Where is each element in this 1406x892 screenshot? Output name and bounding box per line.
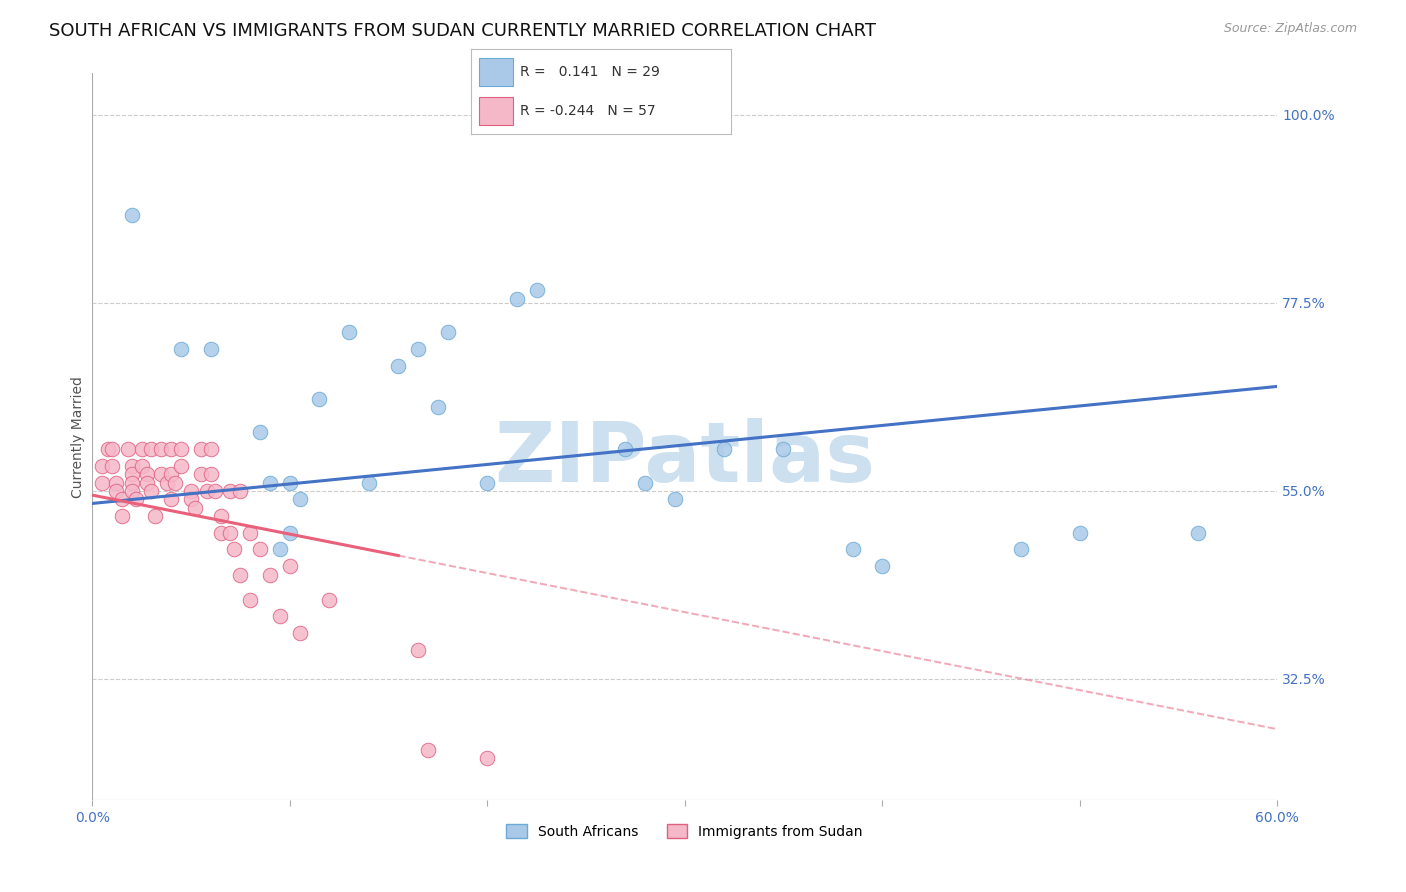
Point [1010,542,1032,557]
Bar [479,96,513,126]
Point [259,475,281,490]
Point [288,626,311,640]
Point [713,442,735,456]
Point [1187,525,1209,540]
Point [91,458,114,473]
Point [117,442,139,456]
Text: ZIPatlas: ZIPatlas [495,417,875,499]
Point [195,483,218,498]
Point [224,542,246,557]
Point [131,458,153,473]
Point [477,475,499,490]
Point [141,442,163,456]
Point [160,467,183,482]
Point [121,475,143,490]
Point [278,559,301,574]
Point [170,442,193,456]
Point [111,508,134,523]
Point [406,642,429,657]
Point [160,442,183,456]
Point [337,325,360,339]
Point [477,751,499,765]
Point [104,475,127,490]
Point [426,401,449,415]
Point [200,467,222,482]
Point [131,442,153,456]
Point [184,500,207,515]
Point [97,442,120,456]
Point [160,492,183,507]
Point [124,492,146,507]
Point [229,567,252,582]
Point [101,442,124,456]
Point [200,442,222,456]
Point [278,525,301,540]
Point [526,283,548,297]
Point [634,475,657,490]
Point [239,525,262,540]
Point [249,542,271,557]
Point [145,508,167,523]
Point [269,542,291,557]
Point [180,492,202,507]
Point [156,475,179,490]
Point [219,483,242,498]
Point [190,467,212,482]
Point [170,458,193,473]
Point [121,483,143,498]
Point [136,467,159,482]
Point [121,208,143,222]
Point [150,467,173,482]
Point [249,425,271,440]
Point [436,325,458,339]
Point [141,483,163,498]
Point [101,458,124,473]
Point [772,442,794,456]
Point [219,525,242,540]
Point [406,342,429,356]
Text: Source: ZipAtlas.com: Source: ZipAtlas.com [1223,22,1357,36]
Point [318,592,340,607]
Text: R = -0.244   N = 57: R = -0.244 N = 57 [520,104,657,118]
Point [416,743,439,757]
Point [278,475,301,490]
Point [209,508,232,523]
Bar [479,58,513,87]
Point [170,342,193,356]
Text: SOUTH AFRICAN VS IMMIGRANTS FROM SUDAN CURRENTLY MARRIED CORRELATION CHART: SOUTH AFRICAN VS IMMIGRANTS FROM SUDAN C… [49,22,876,40]
Point [150,442,173,456]
Y-axis label: Currently Married: Currently Married [72,376,86,498]
Point [200,342,222,356]
Point [229,483,252,498]
Point [870,559,893,574]
Point [111,492,134,507]
Point [180,483,202,498]
Point [136,475,159,490]
Legend: South Africans, Immigrants from Sudan: South Africans, Immigrants from Sudan [501,818,869,844]
Point [121,467,143,482]
Point [209,525,232,540]
Point [841,542,863,557]
Point [104,483,127,498]
Text: R =   0.141   N = 29: R = 0.141 N = 29 [520,65,661,78]
Point [288,492,311,507]
Point [269,609,291,624]
Point [308,392,330,406]
Point [357,475,380,490]
Point [664,492,686,507]
Point [121,458,143,473]
Point [259,567,281,582]
Point [506,292,529,306]
Point [190,442,212,456]
Point [91,475,114,490]
Point [614,442,637,456]
Point [165,475,187,490]
Point [1069,525,1091,540]
Point [239,592,262,607]
Point [204,483,226,498]
Point [387,359,409,373]
